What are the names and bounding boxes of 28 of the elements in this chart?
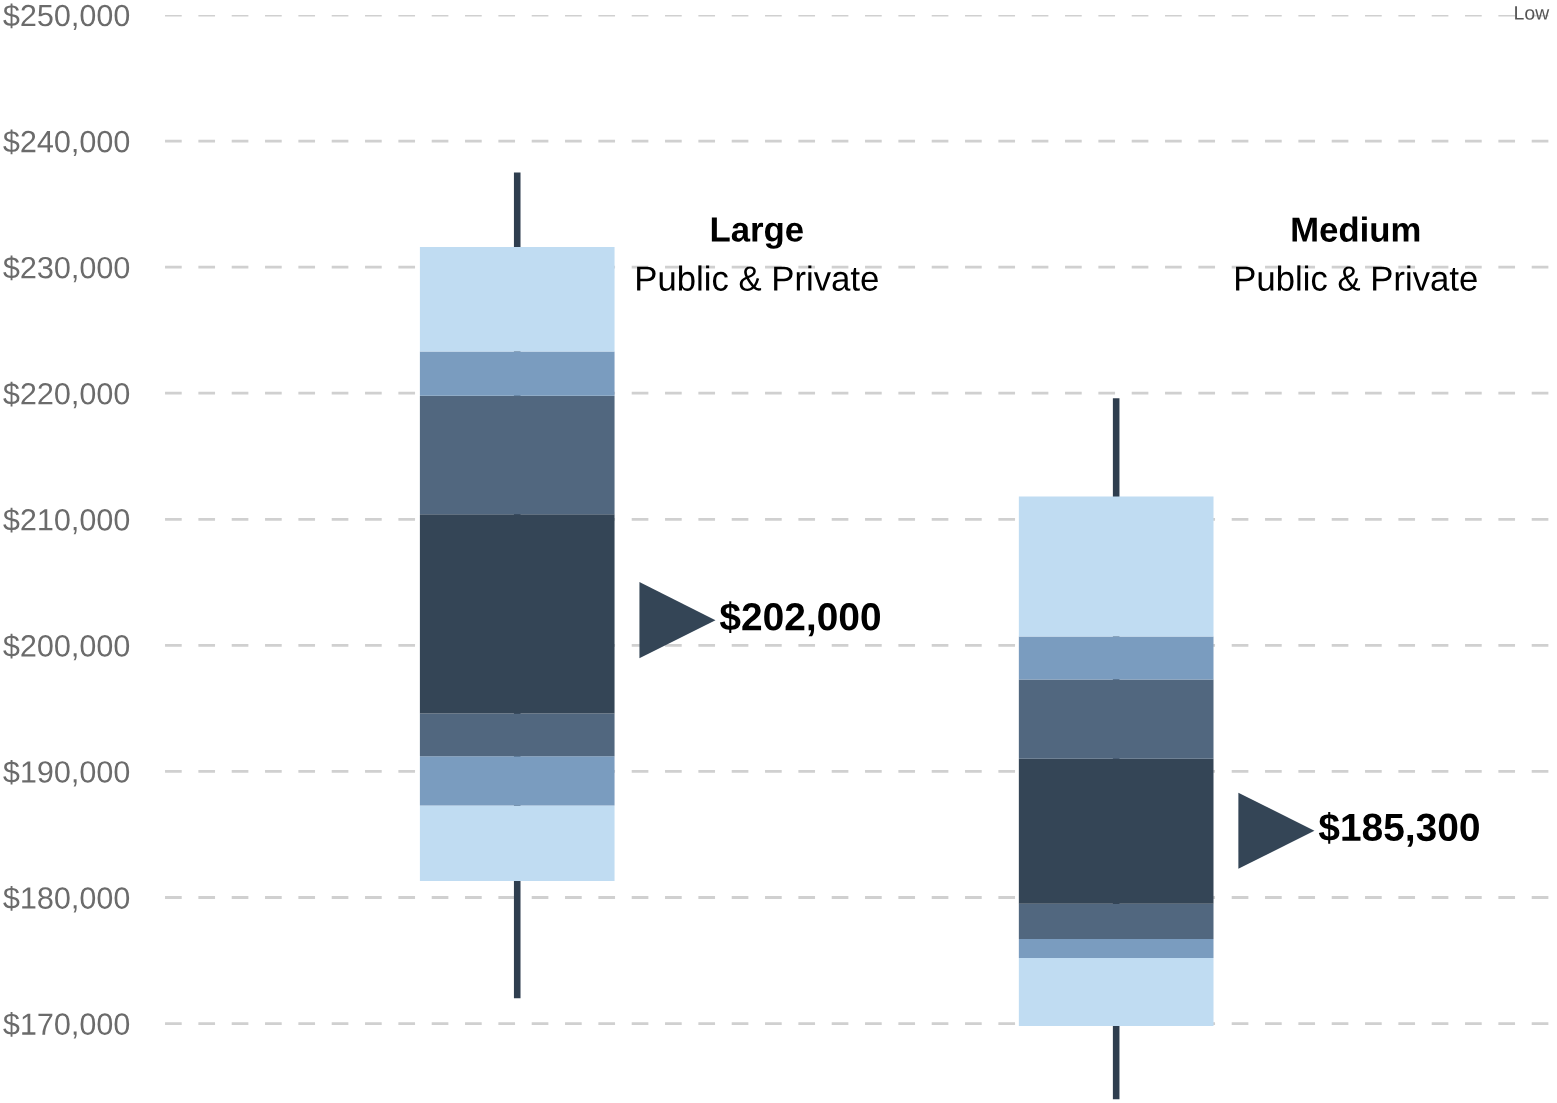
y-tick-label: $240,000 — [3, 129, 130, 157]
y-tick-label: $170,000 — [3, 1012, 130, 1039]
bar — [1018, 958, 1214, 1027]
bar — [419, 805, 615, 882]
bar — [1018, 939, 1214, 959]
bar — [1018, 679, 1214, 759]
bar — [1018, 758, 1214, 904]
data-label: $202,000 — [719, 601, 880, 637]
y-tick-label: $200,000 — [3, 633, 130, 661]
x-tick-label: Medium Public & Private — [1236, 216, 1477, 291]
y-tick-label: $250,000 — [3, 3, 130, 30]
x-tick-label: Large Public & Private — [637, 217, 878, 291]
annotation: Low — [1515, 6, 1550, 20]
y-tick-label: $210,000 — [3, 507, 130, 535]
data-label: $185,300 — [1318, 811, 1479, 847]
bar — [419, 756, 615, 806]
bar — [419, 351, 615, 396]
bar — [419, 713, 615, 757]
bar — [1018, 496, 1214, 637]
bar — [1018, 903, 1214, 940]
bar — [419, 395, 615, 515]
y-tick-label: $190,000 — [3, 759, 130, 787]
y-tick-label: $220,000 — [3, 381, 130, 409]
y-tick-label: $180,000 — [3, 885, 130, 913]
bar — [419, 514, 615, 714]
bar — [419, 246, 615, 352]
y-tick-label: $230,000 — [3, 255, 130, 283]
bar — [1018, 636, 1214, 680]
